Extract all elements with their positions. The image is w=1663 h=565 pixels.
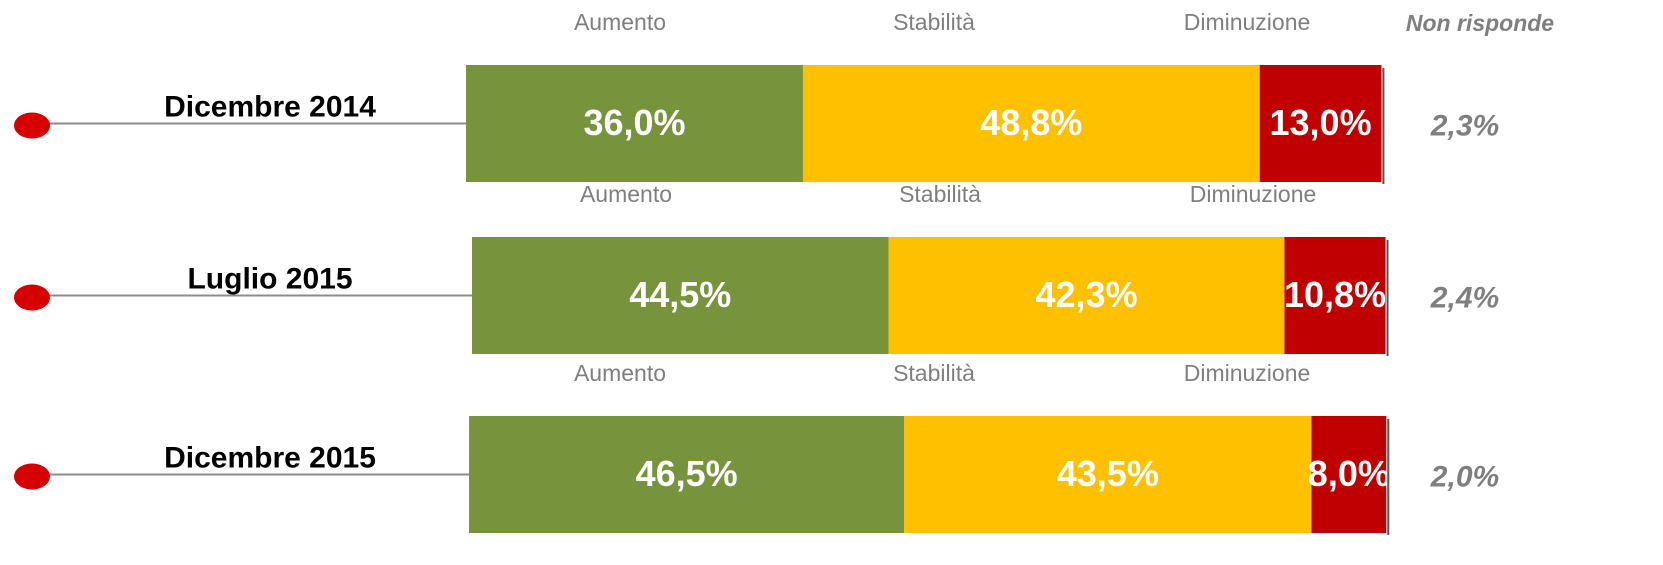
no-answer-value: 2,4% bbox=[1430, 281, 1499, 314]
value-label: 13,0% bbox=[1270, 102, 1372, 143]
bar-segment bbox=[904, 416, 1312, 533]
series-label: Stabilità bbox=[893, 9, 975, 35]
bar-segment bbox=[466, 65, 803, 182]
bar-segment bbox=[802, 65, 1260, 182]
series-label: Aumento bbox=[574, 360, 666, 386]
value-label: 36,0% bbox=[583, 102, 685, 143]
series-label: Aumento bbox=[574, 9, 666, 35]
value-label: 8,0% bbox=[1308, 453, 1390, 494]
series-label: Stabilità bbox=[899, 181, 981, 207]
series-label: Diminuzione bbox=[1190, 181, 1317, 207]
value-label: 43,5% bbox=[1057, 453, 1159, 494]
bar-segment bbox=[469, 416, 905, 533]
bar-segment bbox=[472, 237, 889, 354]
no-answer-value: 2,3% bbox=[1430, 109, 1499, 142]
marker-dot bbox=[14, 112, 50, 139]
bar-segment bbox=[1311, 416, 1387, 533]
series-label: Stabilità bbox=[893, 360, 975, 386]
no-answer-header: Non risponde bbox=[1406, 10, 1554, 36]
bar-segment bbox=[888, 237, 1285, 354]
category-label: Dicembre 2014 bbox=[164, 90, 376, 123]
value-label: 10,8% bbox=[1284, 274, 1386, 315]
value-label: 42,3% bbox=[1035, 274, 1137, 315]
value-label: 48,8% bbox=[980, 102, 1082, 143]
series-label: Diminuzione bbox=[1184, 9, 1311, 35]
marker-dot bbox=[14, 284, 50, 311]
series-label: Aumento bbox=[580, 181, 672, 207]
category-label: Luglio 2015 bbox=[187, 262, 352, 295]
category-label: Dicembre 2015 bbox=[164, 441, 376, 474]
bar-segment bbox=[1259, 65, 1382, 182]
series-label: Diminuzione bbox=[1184, 360, 1311, 386]
value-label: 44,5% bbox=[629, 274, 731, 315]
value-label: 46,5% bbox=[636, 453, 738, 494]
bar-segment bbox=[1284, 237, 1386, 354]
marker-dot bbox=[14, 463, 50, 490]
no-answer-value: 2,0% bbox=[1430, 460, 1499, 493]
